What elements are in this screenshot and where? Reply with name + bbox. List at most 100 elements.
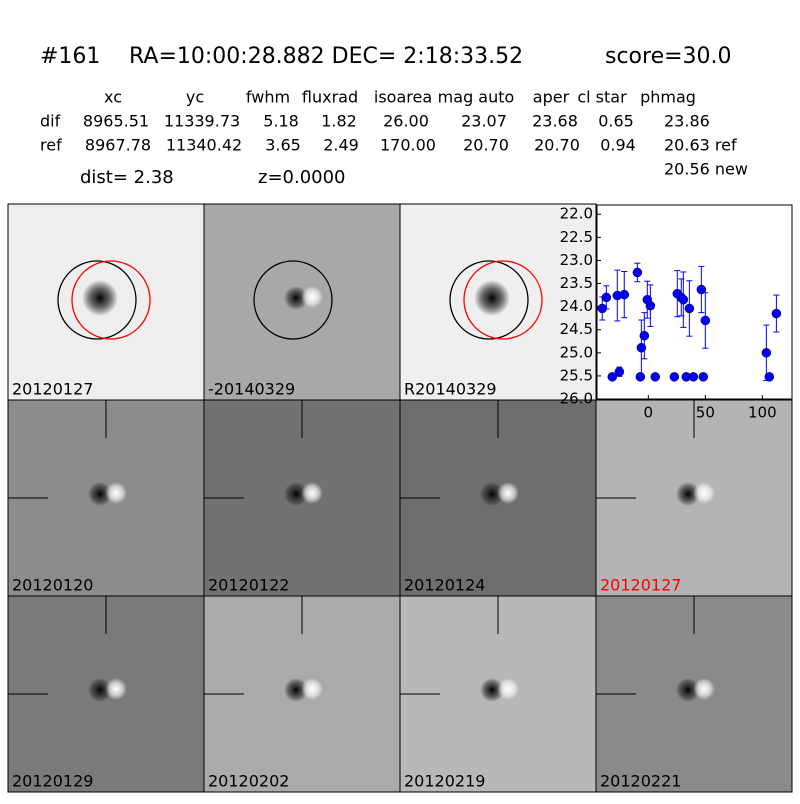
x-tick-label: 100	[748, 404, 777, 422]
table-cell: 8967.78	[85, 136, 151, 155]
table-cell: 0.94	[600, 136, 636, 155]
data-point	[696, 284, 707, 295]
data-point	[645, 300, 656, 311]
data-point	[635, 372, 646, 382]
column-header: fluxrad	[302, 88, 358, 107]
data-point	[636, 342, 647, 353]
y-tick-label: 22.0	[560, 205, 593, 223]
y-tick-label: 23.5	[560, 274, 593, 292]
data-point	[669, 372, 680, 382]
y-tick-label: 24.0	[560, 297, 593, 315]
column-header: yc	[186, 88, 204, 107]
table-cell: 170.00	[380, 136, 436, 155]
new-mag: 20.56 new	[664, 160, 748, 179]
source-light	[693, 482, 715, 504]
table-cell: 5.18	[263, 112, 299, 131]
source-dark	[284, 482, 308, 506]
aperture-ref	[71, 260, 151, 340]
table-cell: 8965.51	[83, 112, 149, 131]
data-point	[684, 303, 695, 314]
score: score=30.0	[605, 44, 732, 69]
source-dark	[480, 678, 504, 702]
stamp-label: 20120127	[600, 576, 681, 595]
column-header: phmag	[640, 88, 696, 107]
data-point	[688, 372, 699, 382]
table-cell: 20.70	[534, 136, 580, 155]
source-light	[105, 678, 127, 700]
data-point	[700, 315, 711, 326]
table-cell: 20.70	[463, 136, 509, 155]
data-point	[698, 372, 709, 382]
stamp-label: 20120221	[600, 772, 681, 791]
y-tick-label: 25.5	[560, 366, 593, 384]
stamp-label: -20140329	[208, 380, 295, 399]
table-cell: ref	[40, 136, 62, 155]
data-point	[632, 267, 643, 278]
aperture-ref	[463, 260, 543, 340]
table-cell: 26.00	[383, 112, 429, 131]
x-tick-label: 50	[696, 404, 715, 422]
source-dark	[480, 482, 504, 506]
column-header: fwhm	[246, 88, 290, 107]
data-point	[764, 372, 775, 382]
data-point	[650, 372, 661, 382]
table-cell: 1.82	[321, 112, 357, 131]
y-tick-label: 24.5	[560, 320, 593, 338]
data-point	[601, 292, 612, 303]
y-tick-label: 25.0	[560, 343, 593, 361]
y-tick-label: 23.0	[560, 251, 593, 269]
source-light	[497, 678, 519, 700]
table-cell: 11339.73	[164, 112, 240, 131]
column-header: aper	[533, 88, 570, 107]
table-cell: 23.68	[532, 112, 578, 131]
table-cell: 0.65	[598, 112, 634, 131]
coordinates: RA=10:00:28.882 DEC= 2:18:33.52	[129, 44, 523, 69]
stamp-label: 20120219	[404, 772, 485, 791]
aperture	[253, 260, 333, 340]
table-cell: dif	[40, 112, 61, 131]
source-light	[693, 678, 715, 700]
source-light	[301, 678, 323, 700]
table-cell: 23.86	[664, 112, 710, 131]
table-cell: 2.49	[323, 136, 359, 155]
candidate-id: #161	[40, 44, 100, 69]
table-cell: 11340.42	[166, 136, 242, 155]
stamps: 20120127 -20140329 R20140329 20120120 201201…	[7, 203, 793, 793]
column-header: isoarea	[374, 88, 432, 107]
data-point	[678, 294, 689, 305]
stamp-label: 20120127	[12, 380, 93, 399]
table-cell: 20.63 ref	[664, 136, 737, 155]
data-point	[771, 308, 782, 319]
stamp-label: 20120122	[208, 576, 289, 595]
dist: dist= 2.38	[80, 167, 174, 188]
source-dark	[676, 482, 700, 506]
source-light	[301, 286, 323, 308]
y-tick-label: 22.5	[560, 228, 593, 246]
y-tick-label: 26.0	[560, 390, 593, 408]
stamp-label: 20120124	[404, 576, 485, 595]
x-tick-label: 0	[644, 404, 654, 422]
table-cell: 3.65	[265, 136, 301, 155]
column-header: cl star	[577, 88, 627, 107]
plot-area	[596, 204, 793, 400]
source-dark	[474, 280, 510, 316]
data-point	[619, 289, 630, 300]
data-point	[761, 348, 772, 358]
redshift: z=0.0000	[258, 167, 346, 188]
aperture	[57, 260, 137, 340]
data-point	[614, 366, 625, 377]
stamp-label: 20120202	[208, 772, 289, 791]
data-point	[639, 330, 650, 341]
source-dark	[676, 678, 700, 702]
stamp-label: R20140329	[404, 380, 497, 399]
source-light	[497, 482, 519, 504]
aperture	[449, 260, 529, 340]
source-dark	[88, 678, 112, 702]
source-dark	[284, 286, 308, 310]
table-cell: 23.07	[461, 112, 507, 131]
column-header: mag auto	[438, 88, 515, 107]
source-dark	[82, 280, 118, 316]
source-dark	[284, 678, 308, 702]
source-light	[301, 482, 323, 504]
